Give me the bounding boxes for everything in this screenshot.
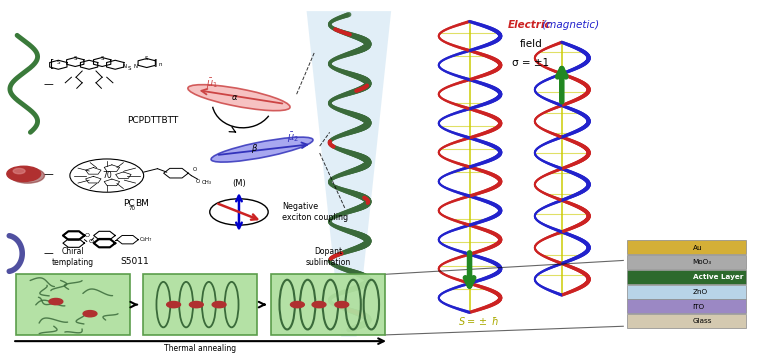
Text: —: — xyxy=(44,169,53,179)
Text: O: O xyxy=(196,178,200,183)
Circle shape xyxy=(83,310,97,317)
Circle shape xyxy=(189,302,203,308)
Text: σ = ±1: σ = ±1 xyxy=(513,58,550,68)
Text: (M): (M) xyxy=(232,179,246,188)
FancyBboxPatch shape xyxy=(271,274,385,335)
Circle shape xyxy=(335,302,349,308)
Circle shape xyxy=(7,166,41,182)
Text: field: field xyxy=(520,39,542,49)
Text: 70: 70 xyxy=(128,206,136,211)
Circle shape xyxy=(290,302,304,308)
Text: O: O xyxy=(192,167,197,172)
Ellipse shape xyxy=(211,137,313,162)
Text: S: S xyxy=(128,67,132,72)
Text: Glass: Glass xyxy=(693,318,712,324)
Ellipse shape xyxy=(188,85,290,111)
Text: 70: 70 xyxy=(102,171,112,180)
Circle shape xyxy=(213,302,226,308)
Bar xyxy=(627,314,746,328)
Text: S: S xyxy=(56,59,60,64)
Text: C₃H₇: C₃H₇ xyxy=(140,237,152,242)
Text: ZnO: ZnO xyxy=(693,289,708,295)
Polygon shape xyxy=(306,11,391,337)
Text: n: n xyxy=(159,62,162,67)
Text: ITO: ITO xyxy=(693,304,705,310)
Text: $\beta$: $\beta$ xyxy=(251,142,258,155)
Text: $\bar{\mu}_2$: $\bar{\mu}_2$ xyxy=(286,131,299,144)
Text: (magnetic): (magnetic) xyxy=(539,20,599,30)
Text: —: — xyxy=(44,249,53,258)
Text: O: O xyxy=(89,239,94,244)
Text: N: N xyxy=(133,64,137,69)
Bar xyxy=(627,270,746,284)
Text: Au: Au xyxy=(693,245,702,251)
Bar xyxy=(627,299,746,313)
Text: ]: ] xyxy=(152,58,156,68)
Circle shape xyxy=(166,302,180,308)
Text: Active Layer: Active Layer xyxy=(693,274,743,280)
Bar xyxy=(627,285,746,298)
Text: BM: BM xyxy=(136,199,149,208)
Bar xyxy=(627,240,746,255)
Text: S: S xyxy=(145,56,149,61)
Text: N: N xyxy=(122,64,126,69)
Text: O: O xyxy=(84,233,89,238)
Text: [: [ xyxy=(50,58,55,68)
Text: PC: PC xyxy=(123,199,136,208)
Circle shape xyxy=(13,169,25,174)
FancyBboxPatch shape xyxy=(143,274,256,335)
Text: —: — xyxy=(44,79,53,89)
Text: S5011: S5011 xyxy=(121,257,149,266)
Text: Electric: Electric xyxy=(508,20,551,30)
Circle shape xyxy=(11,168,45,183)
Text: $\alpha$: $\alpha$ xyxy=(232,93,239,102)
Text: S: S xyxy=(73,56,77,61)
Text: Dopant
sublimation: Dopant sublimation xyxy=(306,247,351,267)
Circle shape xyxy=(49,298,63,305)
Text: PCPDTTBTT: PCPDTTBTT xyxy=(127,116,179,125)
FancyBboxPatch shape xyxy=(16,274,130,335)
Text: Chiral
templating: Chiral templating xyxy=(52,247,94,267)
Text: MoO₃: MoO₃ xyxy=(693,259,711,266)
Text: Thermal annealing: Thermal annealing xyxy=(165,344,236,353)
Text: Negative
exciton coupling: Negative exciton coupling xyxy=(282,201,348,222)
Text: $S = \pm\ \hbar$: $S = \pm\ \hbar$ xyxy=(458,315,499,327)
Circle shape xyxy=(312,302,326,308)
Text: S: S xyxy=(100,56,104,61)
Bar xyxy=(627,255,746,269)
Text: $\bar{\mu}_1$: $\bar{\mu}_1$ xyxy=(206,77,218,91)
Text: CH₃: CH₃ xyxy=(201,180,212,185)
